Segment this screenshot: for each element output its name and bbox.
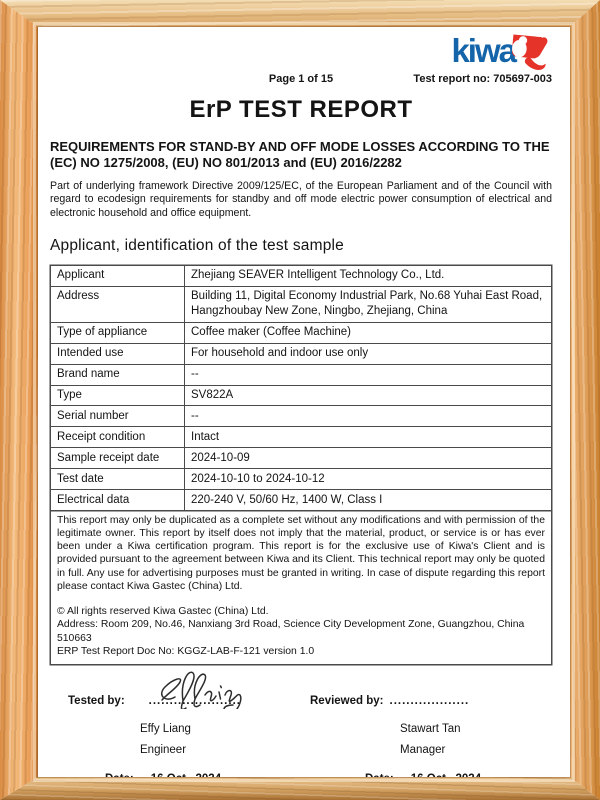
row-label-cell: Applicant xyxy=(50,264,185,287)
address-line: Address: Room 209, No.46, Nanxiang 3rd R… xyxy=(57,619,525,644)
report-page: kiwa Page 1 of 15 Test report no: 705697… xyxy=(38,27,570,785)
row-label-cell: Serial number xyxy=(50,405,185,428)
row-label-cell: Address xyxy=(50,285,185,323)
row-value-cell: For household and indoor use only xyxy=(184,342,552,365)
table-row: Test date 2024-10-10 to 2024-10-12 xyxy=(50,468,552,491)
report-title: ErP TEST REPORT xyxy=(189,96,413,123)
tested-date-value: 16 Oct., 2024 xyxy=(150,772,222,785)
reviewed-signature-line: ................... xyxy=(390,695,470,707)
tested-date-row: Date: 16 Oct., 2024 xyxy=(105,773,301,785)
table-row: Sample receipt date 2024-10-09 xyxy=(50,447,552,470)
table-row: Type SV822A xyxy=(50,384,552,407)
reviewed-date-value: 16 Oct., 2024 xyxy=(410,772,482,785)
table-row: Serial number -- xyxy=(50,405,552,428)
tested-dots: ...................... xyxy=(148,694,241,707)
row-label-cell: Electrical data xyxy=(50,489,185,512)
reviewed-by-row: Reviewed by: ................... xyxy=(310,695,552,707)
row-label-cell: Sample receipt date xyxy=(50,447,185,470)
reviewed-date-row: Date: 16 Oct., 2024 xyxy=(365,773,552,785)
intro-paragraph: Part of underlying framework Directive 2… xyxy=(50,180,552,219)
copyright-line: © All rights reserved Kiwa Gastec (China… xyxy=(57,605,269,617)
row-value-cell: Coffee maker (Coffee Machine) xyxy=(184,321,552,344)
table-row: Address Building 11, Digital Economy Indu… xyxy=(50,285,552,323)
reviewed-by-label: Reviewed by: xyxy=(310,694,384,707)
disclaimer-text: This report may only be duplicated as a … xyxy=(57,515,545,592)
row-value-cell: -- xyxy=(184,405,552,428)
tester-role: Engineer xyxy=(140,743,187,756)
table-row: Receipt condition Intact xyxy=(50,426,552,449)
tested-by-row: Tested by: ...................... xyxy=(68,671,301,709)
reviewer-role: Manager xyxy=(400,743,446,756)
frame-right xyxy=(570,0,600,800)
row-label-cell: Type of appliance xyxy=(50,321,185,344)
header-meta-row: Page 1 of 15 Test report no: 705697-003 xyxy=(50,73,552,87)
requirements-heading: REQUIREMENTS FOR STAND-BY AND OFF MODE L… xyxy=(50,139,550,170)
doc-no-line: ERP Test Report Doc No: KGGZ-LAB-F-121 v… xyxy=(57,646,315,658)
tested-by-label: Tested by: xyxy=(68,694,125,707)
row-value-cell: 2024-10-09 xyxy=(184,447,552,470)
row-value-cell: Zhejiang SEAVER Intelligent Technology C… xyxy=(184,264,552,287)
table-row: Brand name -- xyxy=(50,363,552,386)
row-label-cell: Test date xyxy=(50,468,185,491)
row-label-cell: Type xyxy=(50,384,185,407)
section-heading: Applicant, identification of the test sa… xyxy=(50,236,344,254)
frame-left xyxy=(0,0,38,800)
kiwa-logo: kiwa xyxy=(451,33,548,76)
date-label: Date: xyxy=(365,772,394,785)
frame-top xyxy=(0,0,600,27)
tester-name: Effy Liang xyxy=(140,722,191,735)
table-row: Type of appliance Coffee maker (Coffee Ma… xyxy=(50,321,552,344)
sample-identification-table: Applicant Zhejiang SEAVER Intelligent Tec… xyxy=(50,264,552,512)
row-label-cell: Intended use xyxy=(50,342,185,365)
page-number: Page 1 of 15 xyxy=(268,73,334,85)
table-row: Electrical data 220-240 V, 50/60 Hz, 1400… xyxy=(50,489,552,512)
copyright-block: © All rights reserved Kiwa Gastec (China… xyxy=(57,605,545,659)
table-row: Intended use For household and indoor use… xyxy=(50,342,552,365)
page-header: kiwa Page 1 of 15 Test report no: 705697… xyxy=(50,31,552,87)
tested-by-column: Tested by: ...................... Effy L… xyxy=(50,671,301,785)
reviewer-name: Stawart Tan xyxy=(400,722,461,735)
row-label-cell: Receipt condition xyxy=(50,426,185,449)
kiwa-logo-text: kiwa xyxy=(451,32,517,69)
row-value-cell: 220-240 V, 50/60 Hz, 1400 W, Class I xyxy=(184,489,552,512)
handwritten-signature-icon xyxy=(160,671,242,709)
row-label-cell: Brand name xyxy=(50,363,185,386)
row-value-cell: Building 11, Digital Economy Industrial … xyxy=(184,285,552,323)
row-value-cell: -- xyxy=(184,363,552,386)
tested-signature-line: ...................... xyxy=(148,671,242,709)
table-row: Applicant Zhejiang SEAVER Intelligent Tec… xyxy=(50,264,552,287)
signature-area: Tested by: ...................... Effy L… xyxy=(50,671,552,785)
reviewed-dots: ................... xyxy=(389,694,470,707)
row-value-cell: 2024-10-10 to 2024-10-12 xyxy=(184,468,552,491)
kiwa-beaver-icon xyxy=(511,34,548,70)
reviewed-by-column: Reviewed by: ................... Stawart… xyxy=(301,695,552,785)
row-value-cell: SV822A xyxy=(184,384,552,407)
disclaimer-box: This report may only be duplicated as a … xyxy=(50,511,552,665)
report-number: Test report no: 705697-003 xyxy=(413,73,552,85)
row-value-cell: Intact xyxy=(184,426,552,449)
date-label: Date: xyxy=(105,772,134,785)
